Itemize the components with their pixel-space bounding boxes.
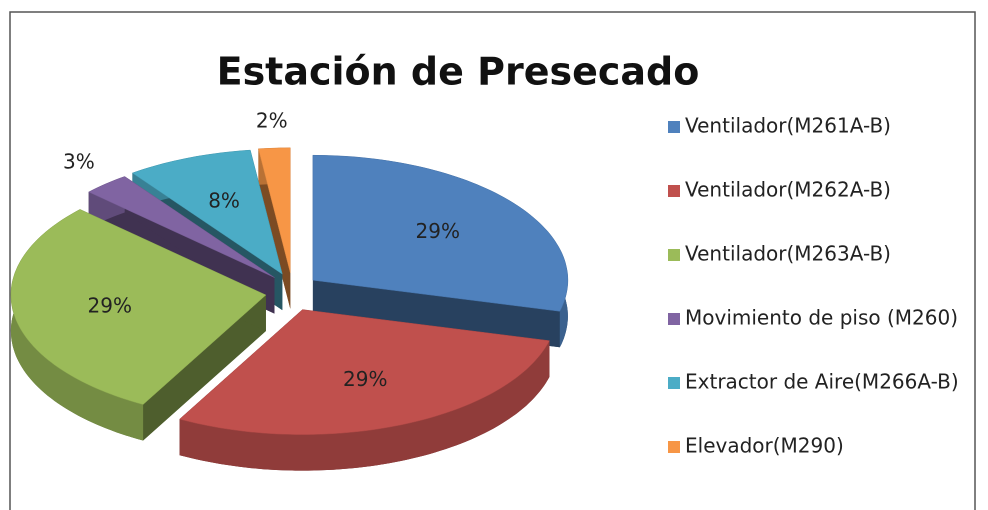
slice-side: [143, 295, 266, 441]
legend-swatch: [668, 185, 680, 197]
data-label: 29%: [88, 294, 132, 318]
slice: [10, 209, 267, 441]
slice-wall: [179, 340, 550, 471]
frame: [9, 11, 976, 510]
legend-swatch: [668, 313, 680, 325]
data-label: 29%: [416, 219, 460, 243]
legend-label: Elevador(M290): [685, 434, 844, 458]
slice: [179, 309, 550, 435]
legend-label: Ventilador(M262A-B): [685, 178, 891, 202]
legend-swatch: [668, 377, 680, 389]
slice-side: [312, 280, 560, 348]
slice: [258, 147, 291, 273]
slice: [312, 154, 569, 312]
slice-side: [258, 148, 291, 309]
slice: [10, 209, 267, 405]
data-label: 3%: [63, 149, 95, 173]
chart-title: Estación de Presecado: [217, 50, 700, 94]
slice: [88, 176, 275, 278]
slice: [131, 149, 283, 275]
legend-label: Movimiento de piso (M260): [685, 306, 958, 330]
legend-swatch: [668, 121, 680, 133]
data-label: 8%: [208, 189, 240, 213]
legend-label: Ventilador(M261A-B): [685, 114, 891, 138]
data-label: 29%: [343, 367, 387, 391]
legend-label: Ventilador(M263A-B): [685, 242, 891, 266]
data-label: 2%: [256, 109, 288, 133]
legend-swatch: [668, 249, 680, 261]
legend-label: Extractor de Aire(M266A-B): [685, 370, 959, 394]
slice: [312, 154, 569, 348]
slice: [179, 309, 550, 471]
legend-swatch: [668, 441, 680, 453]
